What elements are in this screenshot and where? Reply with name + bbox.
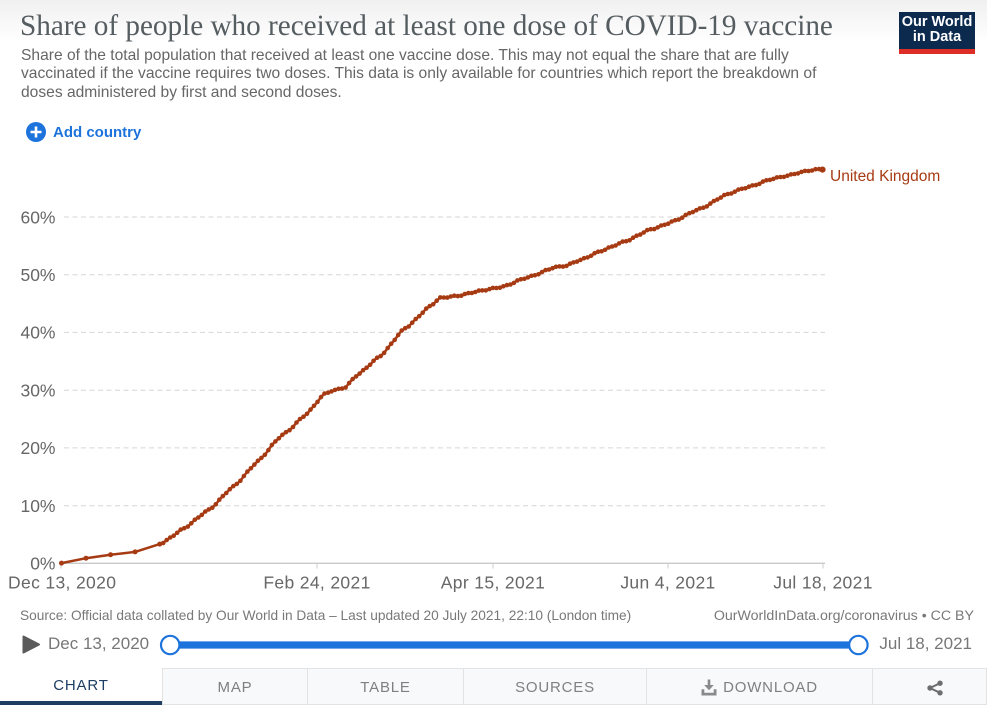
svg-text:40%: 40% bbox=[20, 323, 55, 343]
svg-text:50%: 50% bbox=[20, 265, 55, 285]
svg-text:60%: 60% bbox=[20, 207, 55, 227]
svg-text:20%: 20% bbox=[20, 438, 55, 458]
svg-text:30%: 30% bbox=[20, 381, 55, 401]
svg-text:10%: 10% bbox=[20, 496, 55, 516]
svg-text:Apr 15, 2021: Apr 15, 2021 bbox=[441, 573, 545, 593]
svg-text:Jul 18, 2021: Jul 18, 2021 bbox=[773, 573, 873, 593]
svg-text:Feb 24, 2021: Feb 24, 2021 bbox=[263, 573, 370, 593]
svg-text:Dec 13, 2020: Dec 13, 2020 bbox=[8, 573, 116, 593]
svg-text:0%: 0% bbox=[30, 553, 55, 573]
svg-text:Jun 4, 2021: Jun 4, 2021 bbox=[620, 573, 715, 593]
